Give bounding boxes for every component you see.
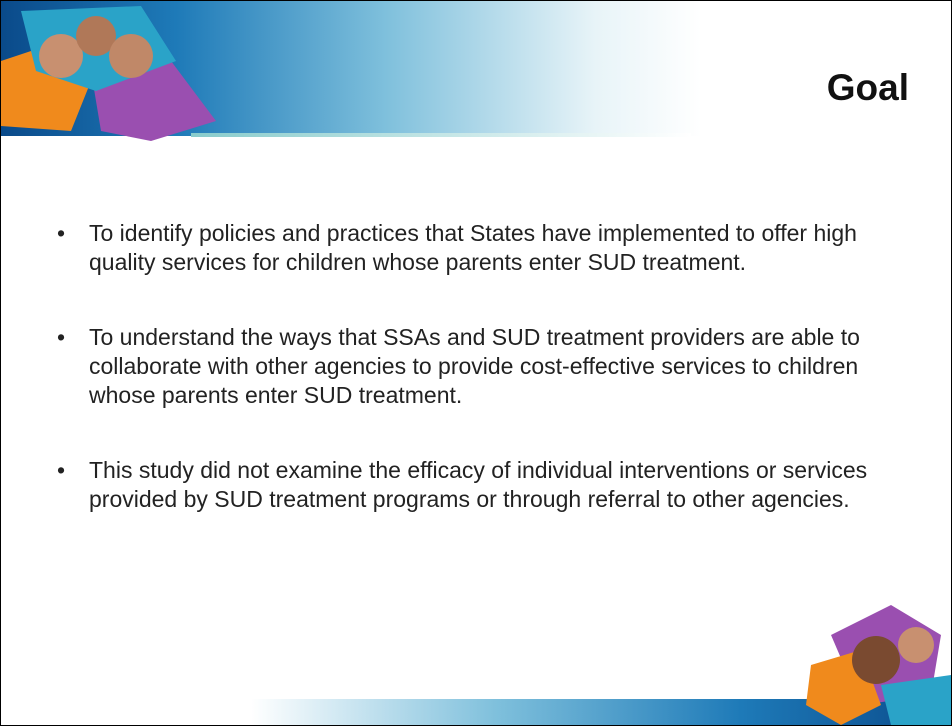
- bullet-list: To identify policies and practices that …: [53, 219, 883, 560]
- puzzle-photo: [806, 605, 951, 725]
- bullet: To identify policies and practices that …: [53, 219, 883, 277]
- puzzle-photo: [1, 6, 216, 141]
- bullet: This study did not examine the efficacy …: [53, 456, 883, 514]
- bullet: To understand the ways that SSAs and SUD…: [53, 323, 883, 410]
- slide-title: Goal: [826, 67, 909, 108]
- header-line: [191, 133, 691, 137]
